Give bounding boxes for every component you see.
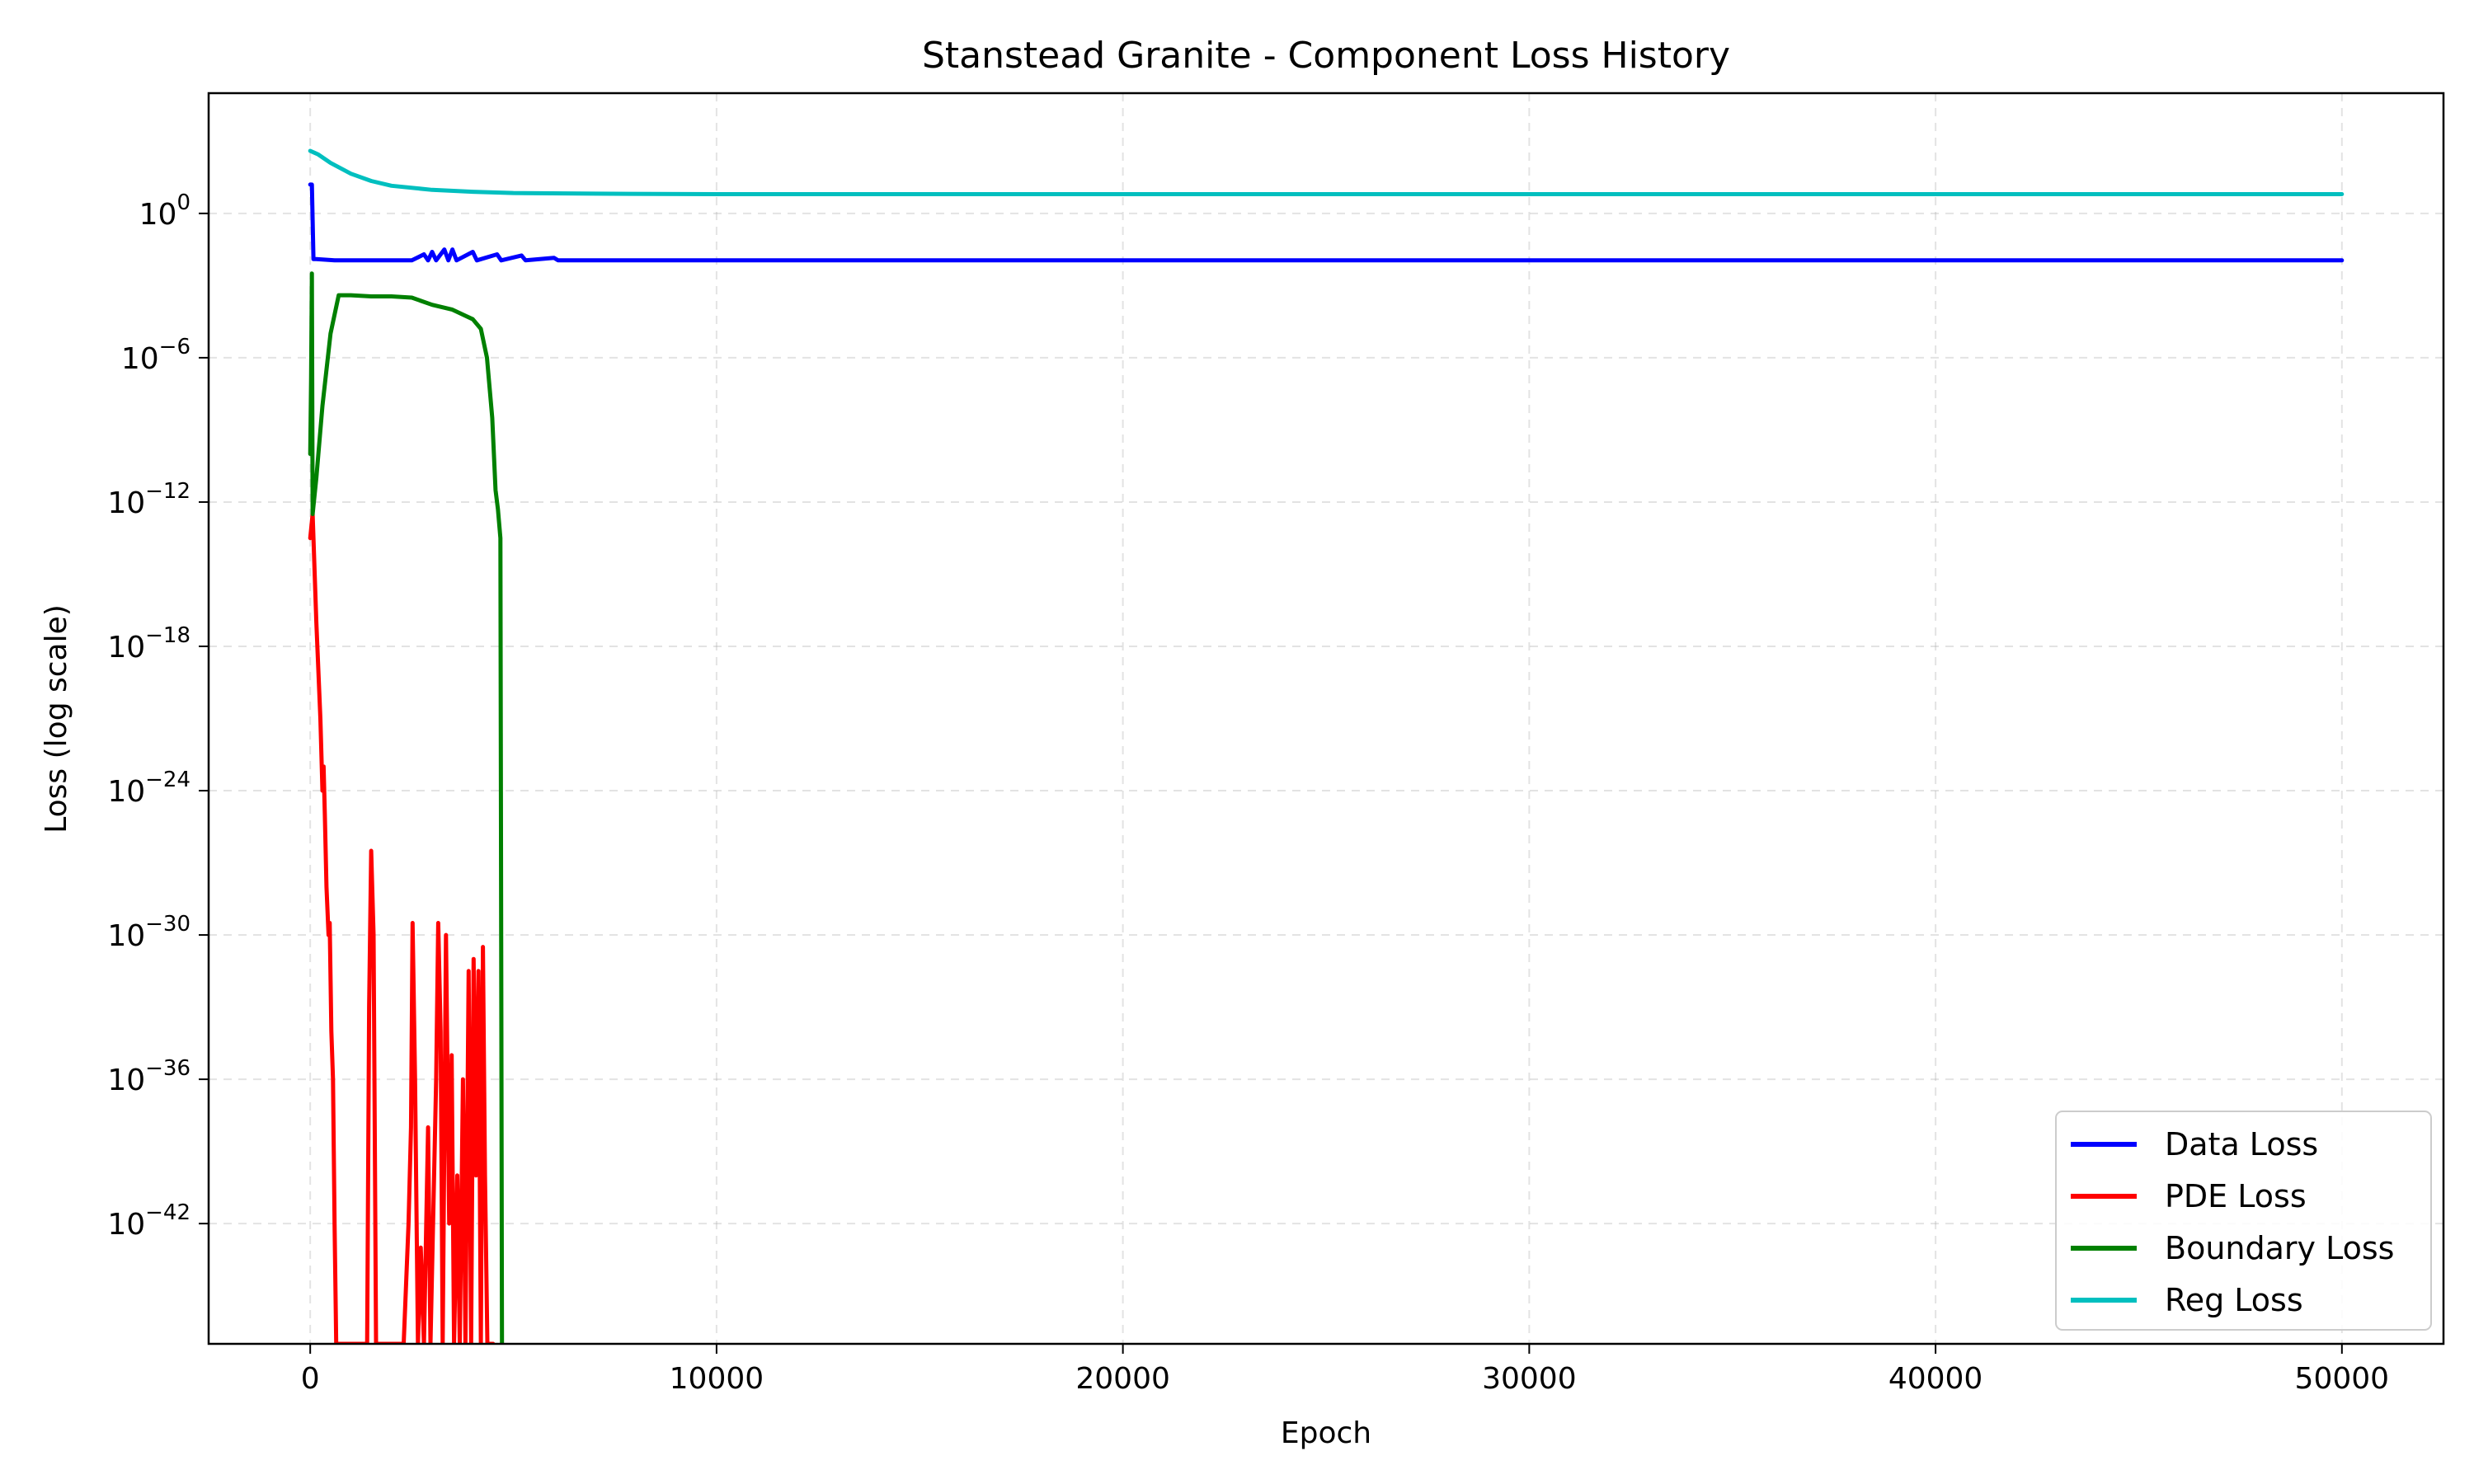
reg-loss-line: [308, 148, 2345, 196]
y-tick-label: 10−42: [107, 1200, 190, 1242]
y-tick-base: 10: [107, 919, 145, 953]
y-tick-label: 100: [139, 190, 190, 232]
boundary-loss-line: [308, 271, 505, 1344]
legend-label-reg-loss: Reg Loss: [2165, 1282, 2303, 1318]
chart-title: Stanstead Granite - Component Loss Histo…: [922, 35, 1730, 77]
y-tick-label: 10−12: [107, 479, 190, 520]
y-tick-base: 10: [107, 631, 145, 665]
x-tick-label: 30000: [1482, 1362, 1577, 1396]
legend-label-boundary-loss: Boundary Loss: [2165, 1230, 2394, 1266]
y-tick-base: 10: [107, 1064, 145, 1097]
grid-lines: [209, 93, 2443, 1344]
x-tick-label: 10000: [670, 1362, 764, 1396]
y-tick-exponent: −12: [145, 479, 190, 504]
y-tick-exponent: −36: [145, 1056, 190, 1081]
y-tick-base: 10: [121, 342, 159, 376]
y-tick-exponent: −18: [145, 623, 190, 648]
y-tick-base: 10: [107, 486, 145, 520]
data-loss-line: [308, 182, 2345, 263]
y-tick-base: 10: [107, 1208, 145, 1242]
pde-loss-line: [308, 512, 496, 1344]
y-tick-label: 10−36: [107, 1056, 190, 1097]
plot-frame: [207, 92, 2445, 1345]
y-tick-exponent: 0: [176, 190, 190, 215]
y-tick-label: 10−18: [107, 623, 190, 665]
legend-label-pde-loss: PDE Loss: [2165, 1178, 2307, 1214]
x-axis-label: Epoch: [1281, 1416, 1371, 1450]
y-axis-label: Loss (log scale): [40, 604, 73, 834]
x-tick-label: 20000: [1075, 1362, 1170, 1396]
x-axis-ticks: 0 10000 20000 30000 40000 50000: [301, 1344, 2389, 1396]
x-tick-label: 50000: [2295, 1362, 2390, 1396]
legend-box: [2055, 1111, 2432, 1331]
y-tick-label: 10−30: [107, 912, 190, 953]
y-tick-exponent: −42: [145, 1200, 190, 1225]
x-tick-label: 40000: [1888, 1362, 1983, 1396]
y-tick-exponent: −30: [145, 912, 190, 937]
legend: Data Loss PDE Loss Boundary Loss Reg Loss: [2055, 1111, 2432, 1331]
y-tick-base: 10: [139, 198, 177, 232]
series-layer: [308, 148, 2345, 1344]
legend-label-data-loss: Data Loss: [2165, 1126, 2318, 1162]
x-tick-label: 0: [301, 1362, 320, 1396]
y-tick-base: 10: [107, 775, 145, 809]
y-tick-exponent: −6: [159, 335, 190, 359]
y-tick-label: 10−24: [107, 768, 190, 809]
y-tick-label: 10−6: [121, 335, 190, 376]
y-tick-exponent: −24: [145, 768, 190, 792]
